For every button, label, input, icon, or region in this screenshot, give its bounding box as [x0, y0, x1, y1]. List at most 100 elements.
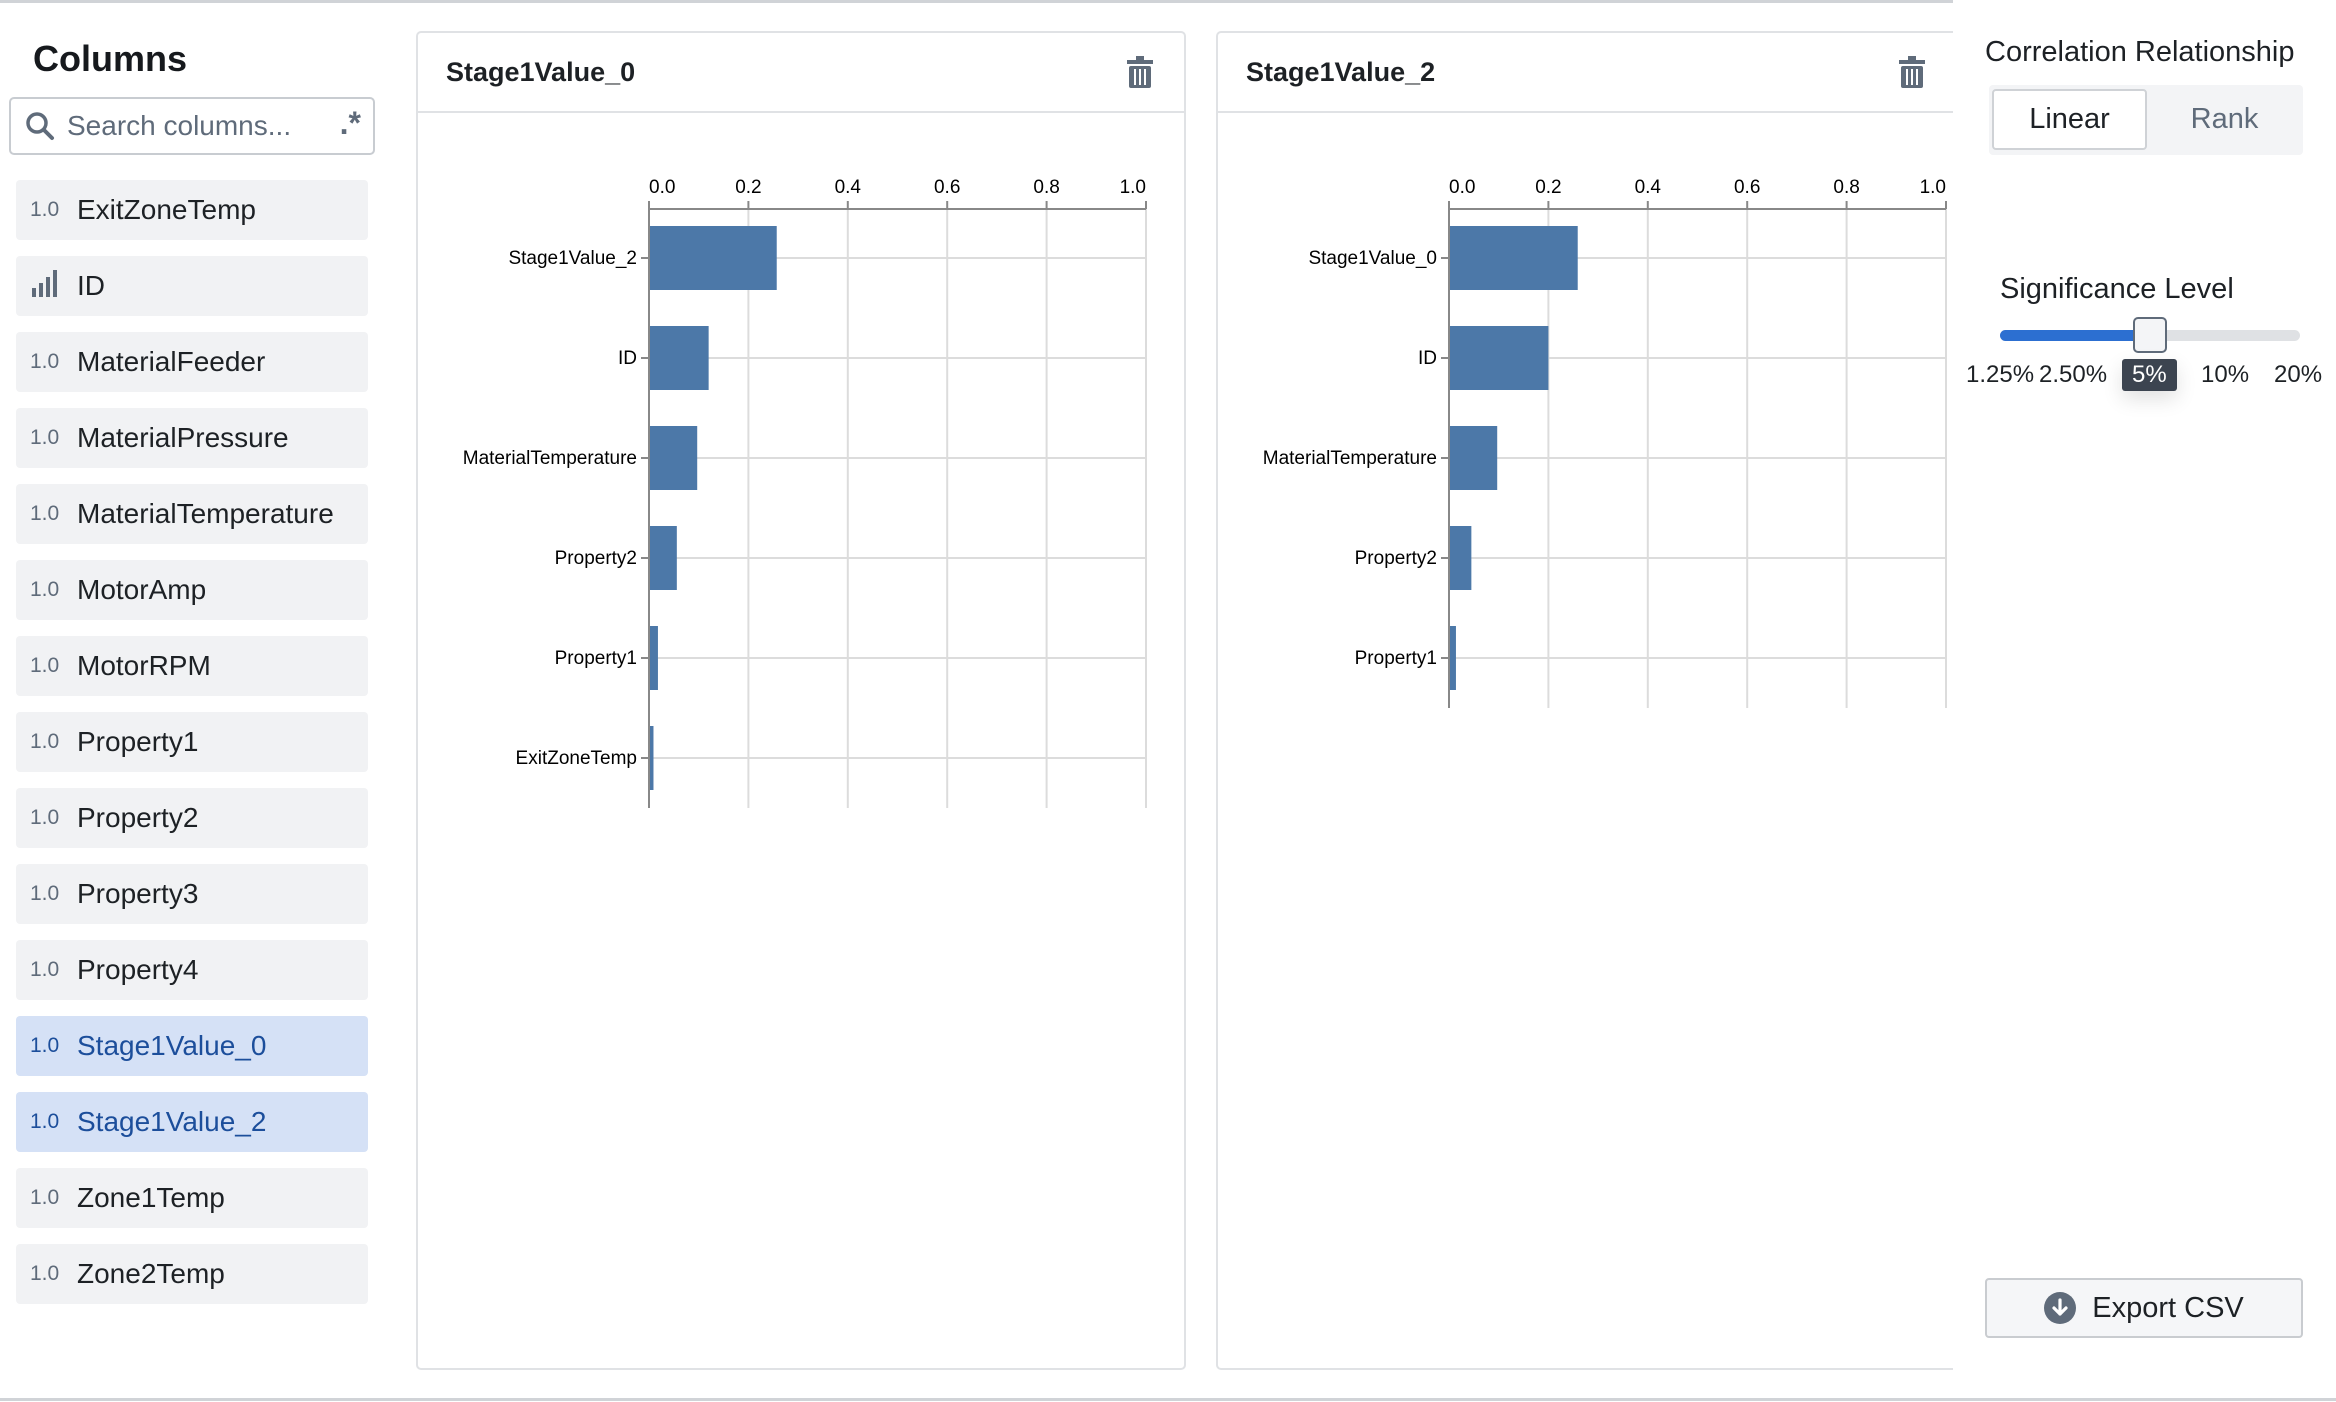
y-tick-label: ExitZoneTemp: [516, 748, 637, 769]
download-icon: [2044, 1292, 2077, 1324]
column-type-label: 1.0: [30, 882, 60, 905]
search-box[interactable]: .*: [9, 97, 375, 155]
panel-title: Stage1Value_0: [446, 56, 636, 87]
column-item[interactable]: 1.0 Property3: [16, 864, 368, 924]
search-input[interactable]: [67, 110, 317, 142]
column-name: Property2: [77, 802, 199, 833]
significance-slider[interactable]: [2000, 317, 2300, 353]
export-csv-button[interactable]: Export CSV: [1985, 1278, 2303, 1338]
column-item[interactable]: 1.0 Zone1Temp: [16, 1168, 368, 1228]
column-type-label: 1.0: [30, 578, 60, 601]
column-item[interactable]: 1.0 MaterialPressure: [16, 408, 368, 468]
column-item[interactable]: ID: [16, 256, 368, 316]
export-label: Export CSV: [2092, 1291, 2244, 1324]
bar-chart: 0.0 0.2 0.4 0.6 0.8 1.0 Stage1Value_2 ID Materia…: [463, 177, 1147, 808]
linear-option[interactable]: Linear: [1992, 89, 2147, 150]
y-tick-label: Property2: [1355, 548, 1437, 569]
column-item[interactable]: 1.0 MaterialTemperature: [16, 484, 368, 544]
bar-chart: 0.0 0.2 0.4 0.6 0.8 1.0 Stage1Value_0 ID Materia…: [1263, 177, 1947, 708]
column-name: MotorAmp: [77, 574, 207, 605]
regex-toggle[interactable]: .*: [339, 105, 361, 141]
column-type-label: 1.0: [30, 502, 60, 525]
column-item[interactable]: 1.0 Stage1Value_2: [16, 1092, 368, 1152]
y-tick-label: Stage1Value_0: [1308, 248, 1437, 269]
column-item[interactable]: 1.0 MaterialFeeder: [16, 332, 368, 392]
x-tick-label: 0.8: [1833, 177, 1859, 198]
bar: [1449, 426, 1498, 490]
bar: [649, 226, 777, 290]
y-tick-label: MaterialTemperature: [1263, 448, 1437, 469]
correlation-panel-stage1value-2: Stage1Value_2 0.0 0.2 0.4 0.6 0.8 1.0 Stage1Va…: [1216, 31, 1976, 1370]
column-item[interactable]: 1.0 Property1: [16, 712, 368, 772]
bar: [649, 626, 658, 690]
settings-panel: [1953, 0, 2336, 1398]
bar: [649, 326, 709, 390]
slider-thumb[interactable]: [2133, 317, 2167, 353]
column-name: ID: [77, 270, 105, 301]
column-type-label: 1.0: [30, 1034, 60, 1057]
column-name: Property3: [77, 878, 199, 909]
column-name: Stage1Value_0: [77, 1030, 267, 1061]
column-name: Zone1Temp: [77, 1182, 225, 1213]
bar: [1449, 626, 1456, 690]
trash-icon[interactable]: [1126, 56, 1154, 88]
slider-fill: [2000, 330, 2150, 341]
column-name: MotorRPM: [77, 650, 211, 681]
bar: [649, 526, 677, 590]
panel-title: Stage1Value_2: [1246, 56, 1436, 87]
level-2-50[interactable]: 2.50%: [2039, 361, 2108, 388]
column-type-label: 1.0: [30, 806, 60, 829]
column-type-label: 1.0: [30, 426, 60, 449]
x-tick-label: 0.2: [735, 177, 761, 198]
y-tick-label: MaterialTemperature: [463, 448, 637, 469]
search-icon: [26, 112, 54, 140]
correlation-panel-stage1value-0: Stage1Value_0 0.0 0.2 0.4 0.6 0.8 1.0 Stage1Va…: [416, 31, 1186, 1370]
column-name: ExitZoneTemp: [77, 194, 256, 225]
bar: [1449, 326, 1549, 390]
column-type-label: 1.0: [30, 654, 60, 677]
x-tick-label: 1.0: [1920, 177, 1946, 198]
y-tick-label: Property2: [555, 548, 637, 569]
x-tick-label: 0.4: [1635, 177, 1662, 198]
column-item[interactable]: 1.0 Stage1Value_0: [16, 1016, 368, 1076]
column-type-label: 1.0: [30, 1110, 60, 1133]
level-20[interactable]: 20%: [2274, 361, 2323, 388]
y-tick-label: ID: [618, 348, 637, 369]
x-tick-label: 0.4: [835, 177, 862, 198]
level-10[interactable]: 10%: [2201, 361, 2250, 388]
bar: [1449, 226, 1578, 290]
x-tick-label: 0.8: [1033, 177, 1059, 198]
sidebar-title: Columns: [33, 38, 188, 79]
column-name: Zone2Temp: [77, 1258, 225, 1289]
x-tick-label: 0.2: [1535, 177, 1561, 198]
rank-option[interactable]: Rank: [2190, 103, 2259, 135]
x-tick-label: 0.6: [1734, 177, 1760, 198]
column-item[interactable]: 1.0 Property2: [16, 788, 368, 848]
correlation-type-toggle: Linear Rank: [1989, 85, 2303, 155]
column-item[interactable]: 1.0 MotorRPM: [16, 636, 368, 696]
top-divider: [0, 0, 2336, 3]
bottom-divider: [0, 1398, 2336, 1401]
x-tick-label: 0.6: [934, 177, 960, 198]
trash-icon[interactable]: [1898, 56, 1926, 88]
column-type-label: 1.0: [30, 1186, 60, 1209]
column-item[interactable]: 1.0 Property4: [16, 940, 368, 1000]
column-item[interactable]: 1.0 ExitZoneTemp: [16, 180, 368, 240]
level-5-selected[interactable]: 5%: [2122, 359, 2177, 391]
bar: [649, 426, 698, 490]
column-item[interactable]: 1.0 MotorAmp: [16, 560, 368, 620]
column-type-label: 1.0: [30, 958, 60, 981]
column-name: MaterialTemperature: [77, 498, 334, 529]
correlation-relationship-label: Correlation Relationship: [1985, 36, 2295, 68]
y-tick-label: Property1: [555, 648, 637, 669]
column-item[interactable]: 1.0 Zone2Temp: [16, 1244, 368, 1304]
column-name: Property4: [77, 954, 199, 985]
column-name: MaterialFeeder: [77, 346, 266, 377]
level-1-25[interactable]: 1.25%: [1966, 361, 2035, 388]
y-tick-label: ID: [1418, 348, 1437, 369]
column-name: MaterialPressure: [77, 422, 289, 453]
y-tick-label: Stage1Value_2: [508, 248, 637, 269]
x-tick-label: 0.0: [649, 177, 675, 198]
x-tick-label: 0.0: [1449, 177, 1475, 198]
bar-chart-icon: [30, 268, 77, 304]
